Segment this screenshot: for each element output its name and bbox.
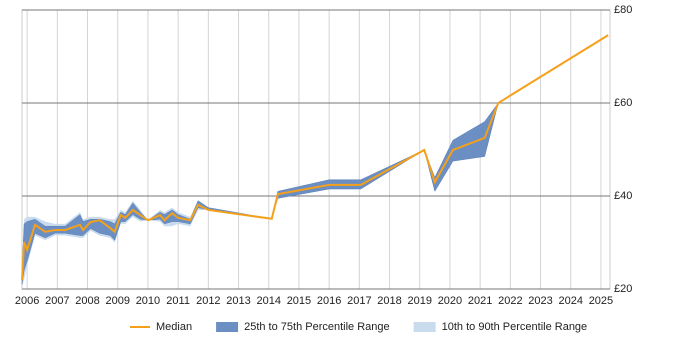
x-tick-label: 2010 [136, 295, 160, 307]
x-tick-label: 2008 [75, 295, 99, 307]
y-tick-label: £20 [614, 283, 632, 295]
x-tick-label: 2012 [196, 295, 220, 307]
x-tick-label: 2018 [377, 295, 401, 307]
x-tick-label: 2011 [166, 295, 190, 307]
x-tick-label: 2025 [589, 295, 613, 307]
y-tick-label: £60 [614, 97, 632, 109]
y-tick-label: £40 [614, 190, 632, 202]
x-tick-label: 2013 [226, 295, 250, 307]
x-tick-label: 2019 [407, 295, 431, 307]
x-tick-label: 2016 [317, 295, 341, 307]
legend-label: 10th to 90th Percentile Range [442, 321, 588, 333]
x-tick-label: 2023 [528, 295, 552, 307]
x-tick-label: 2020 [438, 295, 462, 307]
median-line [21, 34, 609, 281]
percentile-band [21, 102, 499, 285]
legend-swatch [413, 322, 436, 332]
x-tick-label: 2006 [15, 295, 39, 307]
x-tick-label: 2007 [45, 295, 69, 307]
legend-label: Median [156, 321, 192, 333]
x-tick-label: 2024 [558, 295, 582, 307]
x-tick-label: 2015 [287, 295, 311, 307]
y-tick-label: £80 [614, 4, 632, 16]
x-tick-label: 2022 [498, 295, 522, 307]
x-tick-label: 2009 [105, 295, 129, 307]
x-tick-label: 2017 [347, 295, 371, 307]
legend-label: 25th to 75th Percentile Range [244, 321, 390, 333]
legend-swatch [216, 322, 239, 332]
plot-area [21, 9, 611, 290]
x-tick-label: 2014 [256, 295, 280, 307]
x-tick-label: 2021 [468, 295, 492, 307]
